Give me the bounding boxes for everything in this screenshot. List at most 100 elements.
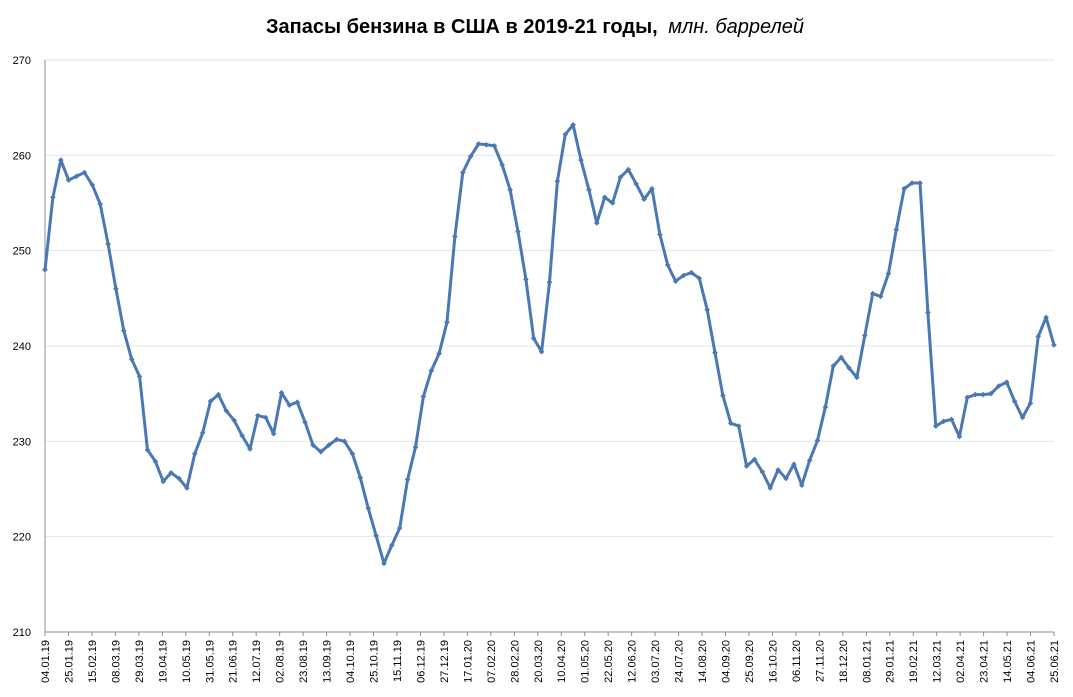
chart-title: Запасы бензина в США в 2019-21 годы, млн… [266, 16, 804, 38]
data-point-marker [617, 174, 624, 181]
data-point-marker [1011, 398, 1018, 405]
data-point-marker [318, 449, 324, 455]
data-point-marker [199, 430, 206, 436]
y-tick-label: 230 [13, 436, 31, 448]
data-point-marker [806, 457, 813, 464]
x-tick-label: 10.05.19 [181, 640, 193, 683]
data-point-marker [357, 474, 364, 481]
data-point-marker [333, 436, 340, 443]
x-tick-label: 02.08.19 [275, 640, 287, 683]
data-point-marker [594, 220, 600, 226]
data-point-marker [964, 394, 971, 401]
data-point-marker [42, 266, 48, 273]
data-point-marker [113, 286, 119, 292]
data-point-marker [247, 446, 253, 452]
data-point-marker [988, 390, 994, 397]
data-point-marker [657, 231, 663, 238]
data-point-marker [838, 354, 844, 361]
x-tick-label: 02.04.21 [955, 640, 967, 683]
data-point-marker [664, 262, 671, 268]
x-tick-label: 04.09.20 [720, 640, 732, 683]
series-layer [42, 122, 1057, 567]
x-tick-label: 21.06.19 [228, 640, 240, 683]
data-point-marker [972, 391, 978, 398]
data-point-marker [168, 470, 174, 476]
x-tick-label: 22.05.20 [603, 640, 615, 683]
y-tick-label: 240 [13, 341, 31, 353]
x-tick-label: 13.09.19 [322, 640, 334, 683]
data-point-marker [799, 482, 805, 488]
x-tick-label: 12.07.19 [251, 640, 263, 683]
x-tick-label: 07.02.20 [486, 640, 498, 683]
data-point-marker [940, 418, 947, 425]
data-point-marker [869, 290, 876, 297]
data-point-marker [680, 272, 687, 279]
data-point-marker [672, 278, 679, 284]
x-tick-label: 24.07.20 [674, 640, 686, 683]
data-point-marker [538, 348, 545, 355]
y-tick-label: 270 [13, 55, 31, 67]
data-point-marker [735, 423, 742, 429]
data-point-marker [73, 173, 80, 180]
data-point-marker [917, 180, 923, 186]
data-point-marker [136, 373, 143, 380]
y-tick-label: 210 [13, 627, 31, 639]
data-point-marker [467, 153, 474, 160]
data-point-marker [885, 270, 892, 277]
data-point-marker [791, 461, 797, 467]
data-point-marker [499, 162, 505, 168]
x-tick-label: 15.11.19 [392, 640, 404, 682]
data-point-marker [530, 335, 537, 342]
data-point-marker [601, 194, 608, 201]
data-point-marker [420, 393, 427, 400]
data-point-marker [846, 365, 852, 371]
x-tick-label: 04.10.19 [345, 640, 357, 683]
data-point-marker [389, 542, 395, 548]
x-axis-tick-labels: 04.01.19 25.01.19 15.02.19 08.03.19 29.03.19… [40, 640, 1061, 683]
data-point-marker [231, 417, 237, 424]
data-point-marker [1003, 379, 1010, 385]
data-point-marker [720, 392, 726, 399]
data-point-marker [586, 186, 592, 193]
x-tick-label: 14.08.20 [697, 640, 709, 683]
x-tick-label: 06.12.19 [415, 640, 427, 683]
x-tick-label: 10.04.20 [556, 640, 568, 683]
data-point-marker [523, 276, 529, 283]
data-point-marker [381, 560, 387, 567]
data-point-marker [365, 505, 371, 511]
data-point-marker [625, 166, 632, 173]
data-point-marker [570, 122, 576, 128]
data-point-marker [909, 180, 915, 186]
x-tick-label: 17.01.20 [462, 640, 474, 683]
x-tick-label: 12.03.21 [932, 640, 944, 683]
data-point-marker [996, 383, 1002, 389]
data-point-marker [759, 469, 766, 475]
x-tick-label: 31.05.19 [204, 640, 216, 683]
x-tick-label: 03.07.20 [650, 640, 662, 683]
x-tick-label: 08.01.21 [861, 640, 873, 683]
data-point-marker [255, 412, 261, 419]
data-point-marker [460, 169, 466, 176]
data-point-marker [373, 532, 379, 539]
x-tick-label: 25.09.20 [744, 640, 756, 683]
data-point-marker [854, 374, 860, 381]
data-point-marker [412, 444, 419, 450]
data-point-marker [1051, 342, 1057, 348]
data-point-marker [452, 233, 458, 240]
data-point-marker [578, 157, 584, 163]
chart-title-main: Запасы бензина в США в 2019-21 годы, [266, 16, 658, 38]
data-point-marker [783, 475, 789, 482]
data-point-marker [925, 309, 931, 316]
data-point-marker [128, 356, 135, 363]
data-point-marker [688, 269, 695, 276]
x-tick-label: 06.11.20 [791, 640, 803, 682]
data-point-marker [286, 402, 293, 408]
x-tick-label: 29.01.21 [885, 640, 897, 683]
chart-title-unit: млн. баррелей [668, 16, 804, 38]
data-point-marker [192, 450, 198, 457]
data-point-marker [609, 200, 616, 206]
data-point-marker [862, 332, 868, 339]
data-point-marker [712, 349, 718, 356]
data-point-marker [105, 241, 111, 247]
